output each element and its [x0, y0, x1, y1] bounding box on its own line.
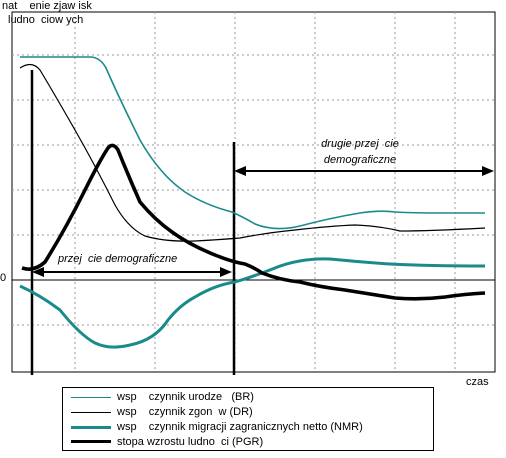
first-transition-arrow: [32, 267, 232, 277]
legend-swatch: [71, 412, 111, 413]
second-transition-label-line2: demograficzne: [323, 154, 397, 166]
second-transition-label: drugie przej cie demograficzne: [280, 136, 440, 168]
death-rate-curve: [19, 63, 486, 242]
y-axis-label-line2: ludno ciow ych: [8, 14, 84, 26]
x-axis-label: czas: [466, 376, 489, 388]
plot-frame: [11, 11, 496, 373]
legend-item-birth-rate: wsp czynnik urodze (BR): [63, 390, 433, 405]
legend-item-population-growth: stopa wzrostu ludno ci (PGR): [63, 435, 433, 450]
population-growth-curve: [21, 143, 486, 301]
second-transition-arrow: [234, 166, 494, 176]
legend-swatch: [71, 397, 111, 398]
first-transition-label: przej cie demograficzne: [58, 253, 178, 265]
zero-label: 0: [0, 272, 7, 284]
legend-label: stopa wzrostu ludno ci (PGR): [117, 436, 264, 448]
legend-swatch: [71, 426, 111, 429]
y-axis-label-line1: nat enie zjaw isk: [2, 0, 92, 12]
legend: wsp czynnik urodze (BR) wsp czynnik zgon…: [62, 387, 434, 451]
legend-label: wsp czynnik migracji zagranicznych netto…: [117, 421, 363, 433]
net-migration-curve: [19, 257, 486, 349]
second-transition-label-line1: drugie przej cie: [321, 138, 399, 150]
birth-rate-curve: [20, 56, 485, 230]
legend-item-net-migration: wsp czynnik migracji zagranicznych netto…: [63, 420, 433, 435]
legend-label: wsp czynnik urodze (BR): [117, 391, 254, 403]
legend-item-death-rate: wsp czynnik zgon w (DR): [63, 405, 433, 420]
legend-label: wsp czynnik zgon w (DR): [117, 406, 253, 418]
legend-swatch: [71, 440, 111, 443]
